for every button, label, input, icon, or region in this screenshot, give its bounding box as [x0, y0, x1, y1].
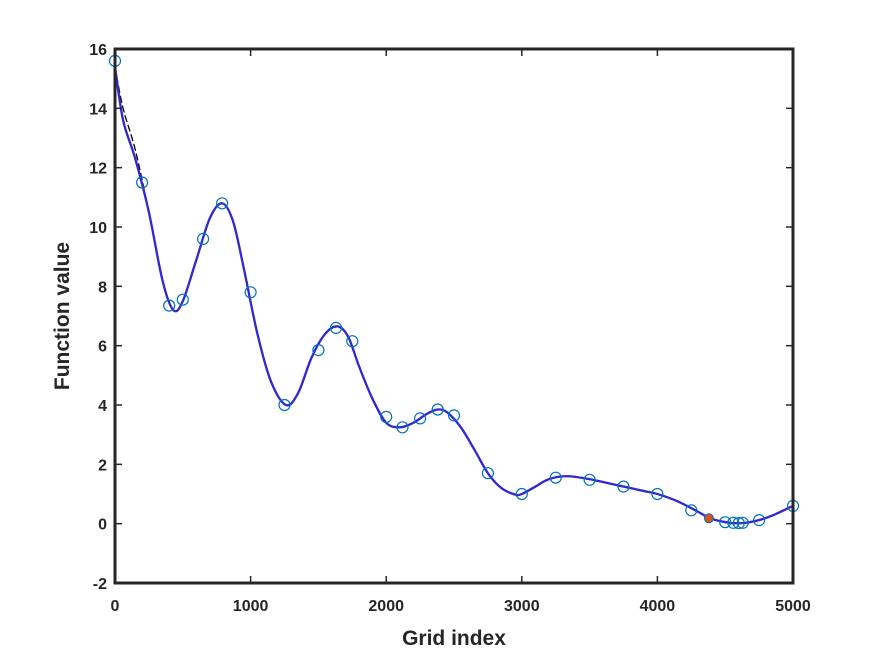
data-point-22 — [651, 487, 664, 501]
plot-background — [115, 49, 793, 583]
y-tick-label: 2 — [98, 457, 107, 474]
data-point-20 — [583, 473, 596, 486]
y-axis-ticks: -2 0 2 4 6 8 10 12 14 16 — [89, 42, 793, 593]
y-tick-label: 0 — [98, 517, 107, 534]
x-axis-ticks: 0 1000 2000 3000 4000 5000 — [111, 49, 811, 615]
x-tick-label: 5000 — [775, 598, 811, 615]
data-point-25 — [727, 516, 740, 529]
series-layer — [113, 65, 795, 525]
y-tick-label: 16 — [89, 42, 107, 59]
data-point-5 — [197, 232, 210, 245]
y-tick-label: 8 — [98, 279, 107, 296]
data-point-6 — [216, 197, 229, 210]
data-point-28 — [752, 513, 766, 527]
x-axis-title: Grid index — [402, 627, 506, 650]
data-point-15 — [431, 403, 444, 416]
data-point-19 — [549, 471, 562, 484]
y-tick-label: 6 — [98, 339, 107, 356]
data-point-23 — [685, 504, 698, 517]
y-tick-label: 12 — [89, 161, 107, 178]
data-point-13 — [396, 421, 409, 434]
x-tick-label: 3000 — [504, 598, 540, 615]
x-tick-label: 4000 — [640, 598, 676, 615]
series-line-3 — [113, 65, 795, 525]
x-tick-label: 2000 — [368, 598, 404, 615]
data-point-7 — [244, 286, 257, 299]
highlight-point — [703, 513, 714, 524]
marker-layer — [108, 54, 800, 530]
data-point-2 — [136, 176, 149, 189]
data-point-11 — [346, 335, 359, 348]
data-point-16 — [447, 409, 461, 422]
data-point-27 — [736, 516, 749, 529]
data-point-10 — [329, 321, 343, 334]
y-axis-title: Function value — [51, 242, 74, 390]
data-point-12 — [380, 410, 393, 423]
data-point-3 — [163, 299, 176, 312]
plot-frame — [113, 47, 795, 585]
data-point-21 — [617, 480, 630, 493]
y-tick-label: 14 — [89, 101, 107, 118]
y-tick-label: 10 — [89, 220, 107, 237]
data-point-14 — [414, 412, 427, 425]
data-point-9 — [312, 344, 325, 357]
data-point-26 — [732, 516, 745, 530]
data-point-8 — [278, 398, 291, 412]
y-tick-label: 4 — [98, 398, 107, 415]
data-point-17 — [481, 467, 494, 480]
y-tick-label: -2 — [93, 576, 107, 593]
data-point-18 — [515, 487, 528, 501]
data-point-24 — [719, 516, 732, 529]
data-point-4 — [176, 293, 189, 306]
x-tick-label: 0 — [111, 598, 120, 615]
x-tick-label: 1000 — [233, 598, 269, 615]
